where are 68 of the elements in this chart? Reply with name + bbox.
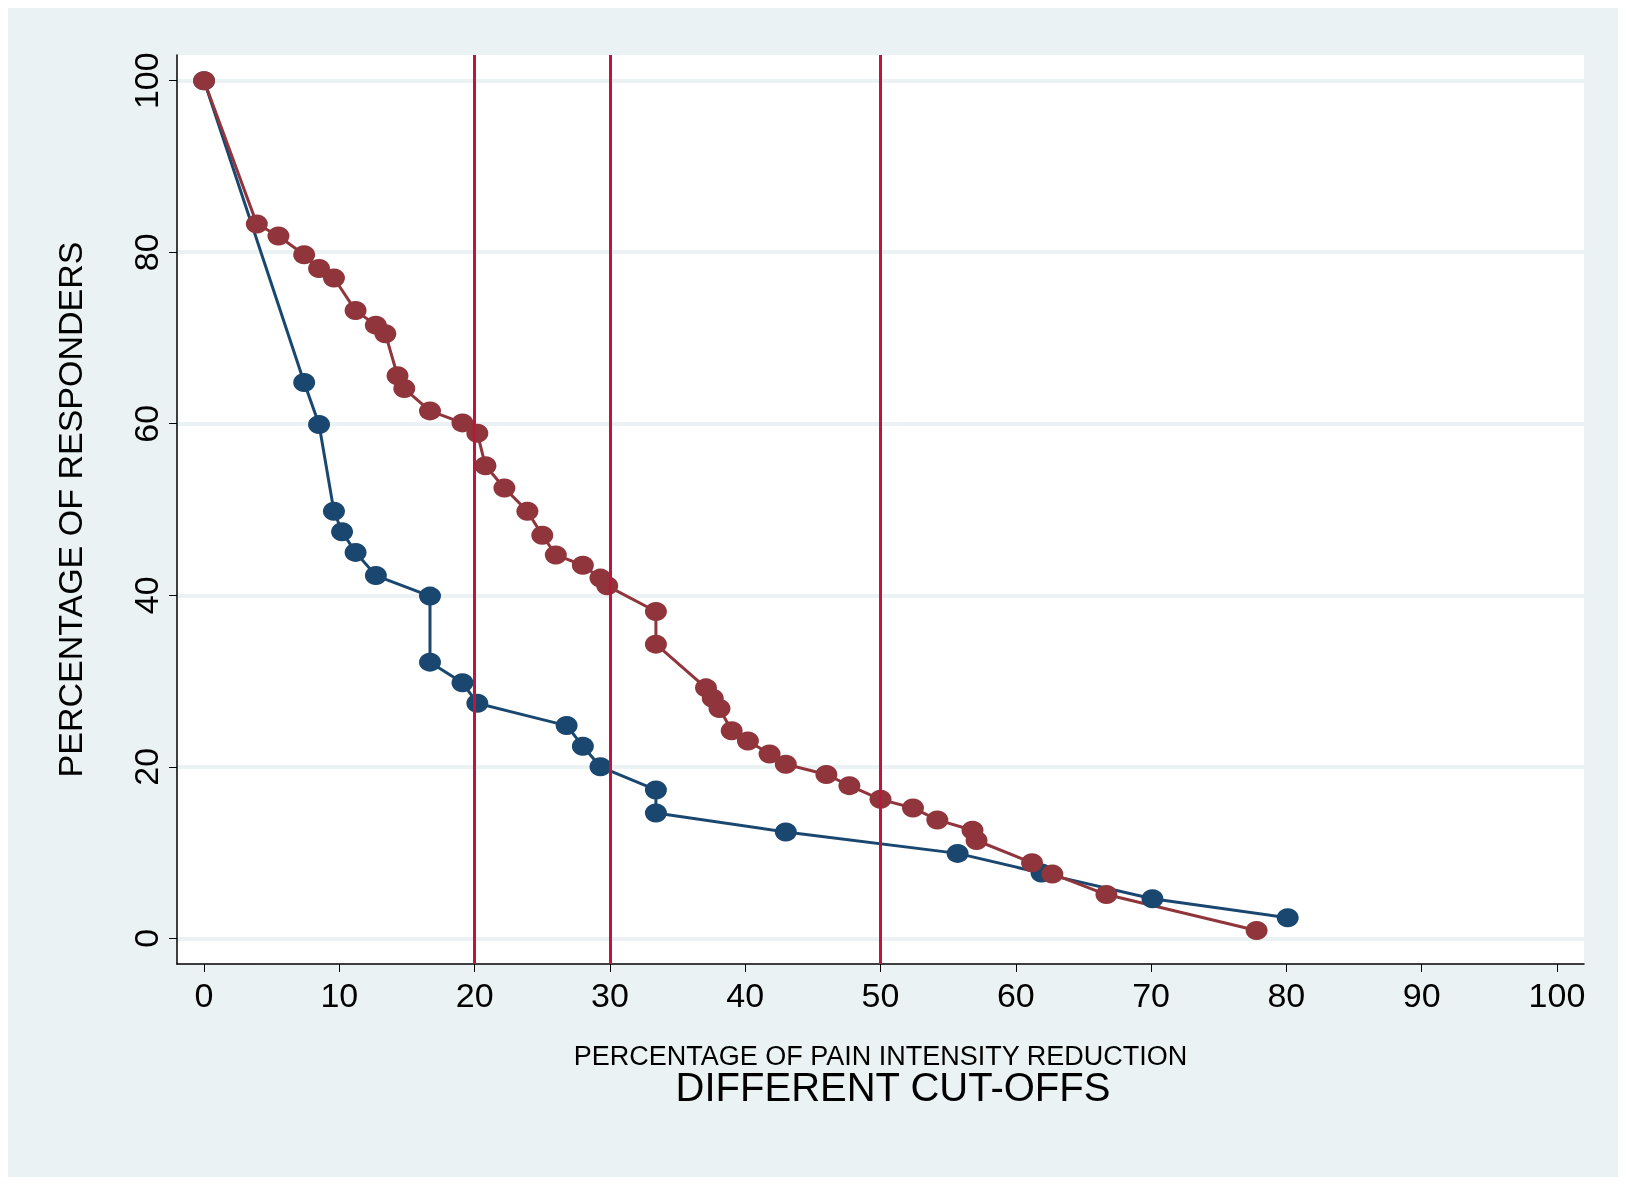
y-tick-label: 80 (127, 233, 165, 272)
point (308, 259, 331, 279)
y-tick-label: 100 (127, 52, 165, 110)
point (1276, 908, 1299, 928)
point (571, 736, 594, 756)
point (926, 810, 949, 830)
x-tick-label: 100 (1528, 976, 1586, 1014)
y-tick-label: 0 (127, 928, 165, 948)
x-tick-label: 40 (726, 976, 765, 1014)
point (451, 673, 474, 693)
point (364, 566, 387, 586)
point (293, 245, 316, 265)
x-tick-label: 90 (1402, 976, 1441, 1014)
point (419, 401, 441, 421)
point (245, 214, 268, 234)
point (644, 634, 667, 654)
point (331, 522, 354, 542)
point (474, 456, 497, 476)
point (1095, 885, 1118, 905)
point (644, 803, 667, 823)
point (901, 798, 924, 818)
point (774, 822, 797, 842)
point (815, 764, 838, 784)
point (589, 757, 612, 777)
point (555, 716, 578, 736)
point (1041, 864, 1064, 884)
point (531, 525, 554, 545)
point (493, 478, 516, 498)
point (758, 744, 781, 764)
point (308, 415, 331, 435)
point (451, 413, 474, 433)
point (838, 776, 861, 796)
x-tick-label: 70 (1132, 976, 1170, 1014)
point (393, 379, 416, 399)
point (736, 731, 759, 751)
point (293, 373, 316, 393)
point (267, 226, 290, 246)
point (419, 586, 441, 606)
x-tick-label: 20 (455, 976, 494, 1014)
point (1245, 921, 1268, 941)
point (1141, 889, 1164, 909)
point (644, 780, 667, 800)
point (1021, 853, 1044, 873)
x-tick-label: 30 (591, 976, 629, 1014)
point (344, 301, 367, 321)
point (571, 555, 594, 575)
y-tick-label: 40 (127, 576, 165, 615)
point (374, 324, 397, 344)
y-axis-title: PERCENTAGE OF RESPONDERS (51, 241, 89, 778)
point (965, 831, 988, 851)
point (344, 542, 367, 562)
y-tick-label: 60 (127, 404, 165, 443)
y-tick-label: 20 (127, 747, 165, 786)
x-tick-label: 0 (194, 976, 214, 1014)
x-tick-label: 80 (1267, 976, 1306, 1014)
point (708, 698, 731, 718)
point (516, 501, 539, 521)
point (322, 501, 345, 521)
point (774, 754, 797, 774)
point (644, 602, 667, 622)
x-tick-label: 10 (320, 976, 359, 1014)
point (544, 545, 567, 565)
point (322, 268, 345, 288)
x-tick-label: 50 (861, 976, 900, 1014)
point (946, 843, 969, 863)
point (419, 652, 441, 672)
point (720, 721, 743, 741)
x-tick-label: 60 (996, 976, 1035, 1014)
